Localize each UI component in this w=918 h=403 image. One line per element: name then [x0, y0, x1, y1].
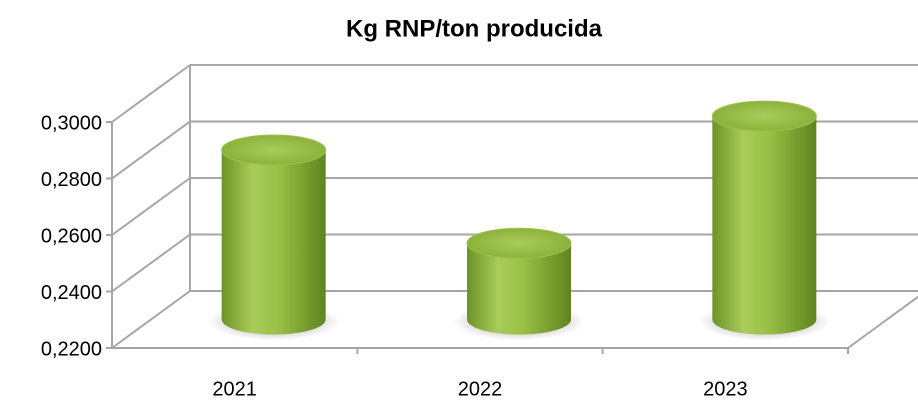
floor-right	[847, 295, 918, 349]
y-tick-label: 0,2400	[41, 282, 102, 304]
bar-top	[221, 134, 327, 166]
grid-line-side	[111, 233, 191, 293]
grid-line-side	[111, 64, 191, 123]
grid-line-side	[111, 290, 191, 349]
chart-title: Kg RNP/ton producida	[346, 15, 603, 42]
y-tick-label: 0,2200	[41, 338, 102, 360]
grid-line-side	[111, 120, 191, 180]
bar	[221, 150, 326, 335]
x-tick-label: 2023	[703, 378, 748, 400]
bar	[712, 116, 817, 335]
bar-top	[711, 100, 817, 132]
y-tick-label: 0,2600	[41, 225, 102, 247]
y-tick-label: 0,2800	[41, 169, 102, 191]
y-tick-label: 0,3000	[41, 112, 102, 134]
grid-line-side	[111, 177, 191, 236]
x-tick-label: 2022	[458, 378, 503, 400]
x-tick-label: 2021	[212, 378, 257, 400]
bar	[467, 243, 571, 335]
bar-top	[466, 227, 572, 259]
